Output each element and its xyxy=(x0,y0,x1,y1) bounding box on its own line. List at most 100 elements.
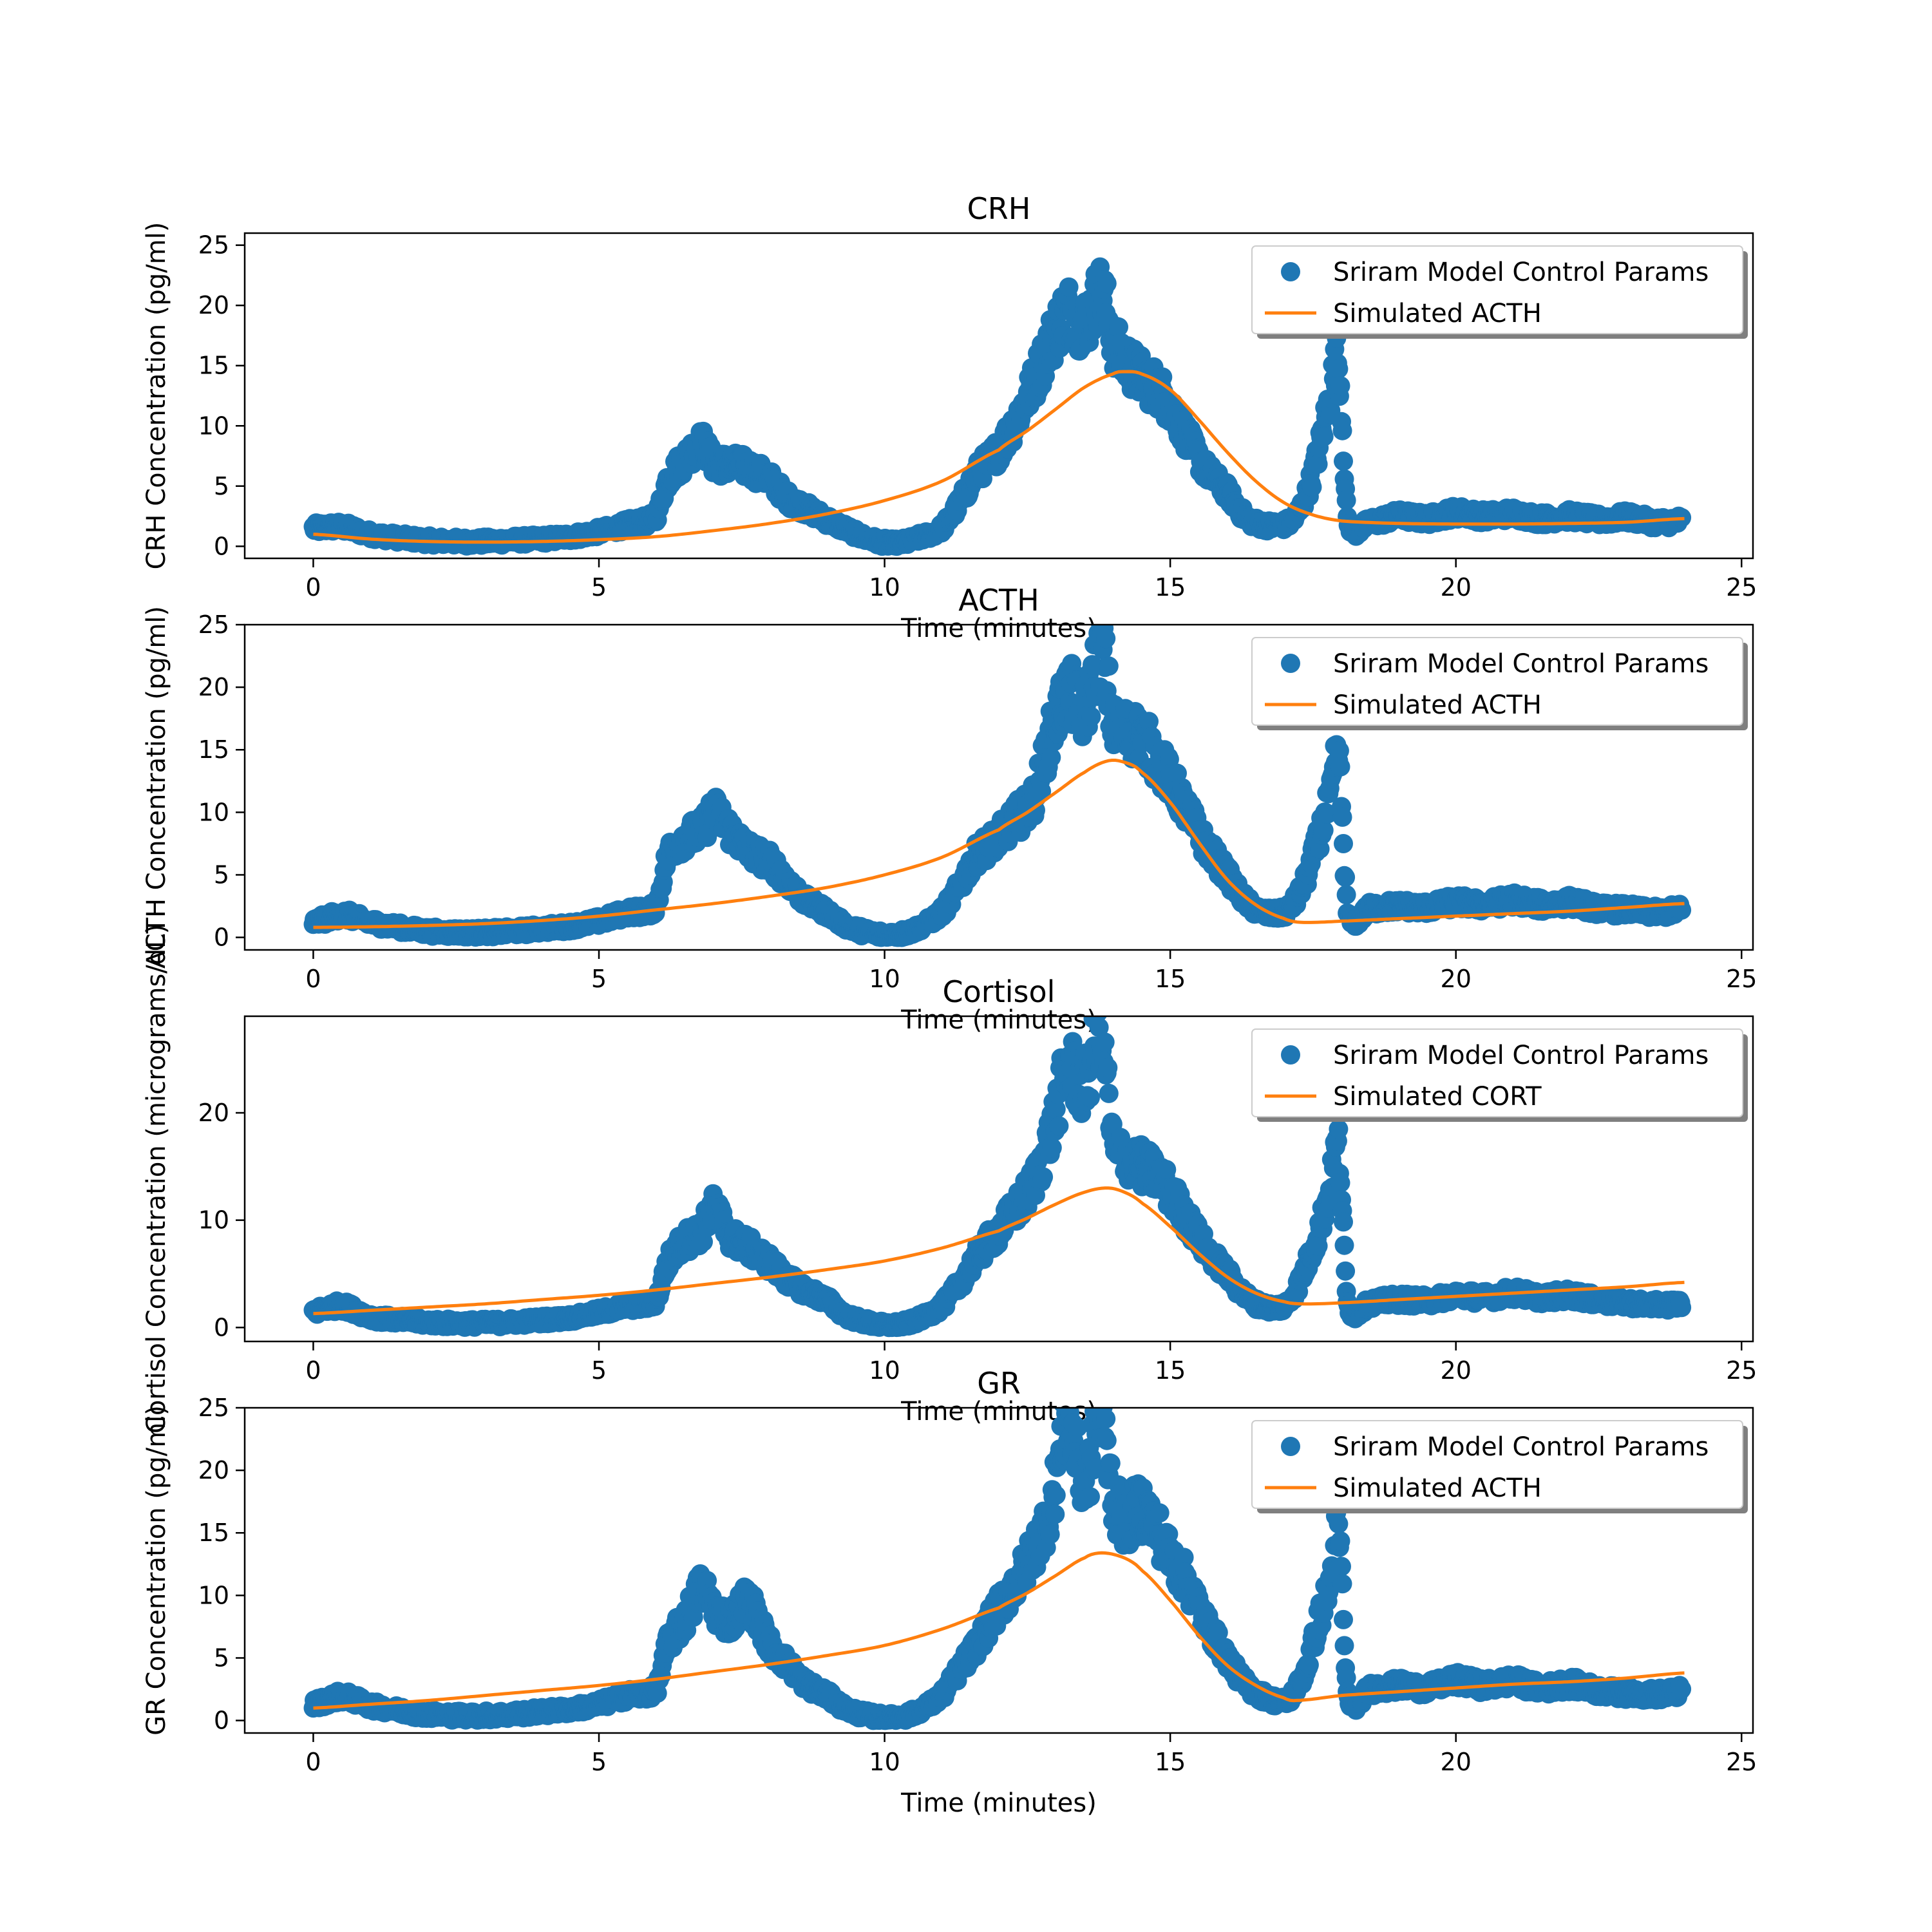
scatter-point xyxy=(1334,1212,1353,1232)
scatter-point xyxy=(1332,421,1352,440)
y-tick-label: 0 xyxy=(214,532,229,560)
y-tick-label: 0 xyxy=(214,923,229,952)
y-tick-label: 20 xyxy=(198,291,229,319)
x-tick-label: 5 xyxy=(591,965,607,993)
y-tick-label: 20 xyxy=(198,673,229,701)
scatter-point xyxy=(1049,1116,1069,1136)
scatter-point xyxy=(1099,656,1119,676)
legend: Sriram Model Control Params Simulated ACT… xyxy=(1251,245,1748,339)
x-tick-label: 15 xyxy=(1155,965,1186,993)
legend: Sriram Model Control Params Simulated COR… xyxy=(1251,1028,1748,1122)
scatter-point xyxy=(1331,757,1350,777)
legend-label: Sriram Model Control Params xyxy=(1333,649,1709,679)
scatter-point xyxy=(1331,376,1350,396)
legend-label: Sriram Model Control Params xyxy=(1333,258,1709,287)
x-tick-label: 25 xyxy=(1726,573,1757,601)
axes-frame xyxy=(243,623,1754,951)
scatter-point xyxy=(694,1232,713,1252)
scatter-point xyxy=(1139,712,1159,732)
x-tick-label: 10 xyxy=(869,965,900,993)
scatter-point xyxy=(1157,1160,1177,1180)
scatter-point xyxy=(1336,1261,1356,1281)
scatter-point xyxy=(1329,359,1349,379)
legend-label: Simulated CORT xyxy=(1333,1082,1542,1112)
scatter-point xyxy=(1334,451,1353,471)
scatter-point xyxy=(1059,277,1079,297)
scatter-point xyxy=(1041,748,1061,768)
x-axis-label: Time (minutes) xyxy=(900,1005,1097,1035)
scatter-point xyxy=(1097,274,1117,294)
y-tick-label: 5 xyxy=(214,860,229,889)
scatter-point xyxy=(1314,426,1334,446)
scatter-series xyxy=(303,625,1692,947)
legend-marker-scatter xyxy=(1281,262,1300,281)
scatter-point xyxy=(1336,885,1356,905)
y-tick-label: 5 xyxy=(214,472,229,500)
x-tick-label: 25 xyxy=(1726,965,1757,993)
legend-label: Simulated ACTH xyxy=(1333,299,1542,328)
x-tick-label: 25 xyxy=(1726,1356,1757,1385)
scatter-point xyxy=(1098,1057,1118,1077)
y-tick-label: 15 xyxy=(198,352,229,380)
y-tick-label: 0 xyxy=(214,1313,229,1341)
scatter-point xyxy=(1159,750,1179,769)
legend-box xyxy=(1251,245,1743,334)
axes-frame xyxy=(243,232,1754,560)
panel-title: Cortisol xyxy=(943,974,1056,1009)
x-tick-label: 5 xyxy=(591,1356,607,1385)
y-axis-label: Cortisol Concentration (micrograms/dL) xyxy=(142,924,171,1434)
x-tick-label: 0 xyxy=(305,1356,321,1385)
scatter-point xyxy=(1329,741,1349,761)
x-tick-label: 20 xyxy=(1441,1356,1472,1385)
scatter-point xyxy=(1089,1018,1109,1037)
scatter-point xyxy=(1308,454,1328,474)
scatter-point xyxy=(1336,490,1356,510)
scatter-series xyxy=(303,257,1692,556)
y-tick-label: 25 xyxy=(198,231,229,260)
panel-acth: ACTH 0 5 10 15 20 25 0 5 10 15 20 25 Time (minutes) AC… xyxy=(142,583,1757,1035)
scatter-point xyxy=(1099,1083,1119,1103)
x-tick-label: 15 xyxy=(1155,1356,1186,1385)
scatter-point xyxy=(1672,1298,1692,1318)
scatter-point xyxy=(1331,1173,1350,1193)
scatter-point xyxy=(1329,1119,1349,1139)
y-tick-label: 20 xyxy=(198,1099,229,1127)
scatter-point xyxy=(1046,1099,1066,1119)
scatter-point xyxy=(1314,820,1334,840)
y-tick-label: 25 xyxy=(198,611,229,639)
panel-title: ACTH xyxy=(958,583,1039,618)
panel-title: CRH xyxy=(967,191,1031,226)
x-tick-label: 5 xyxy=(591,573,607,601)
legend-label: Simulated ACTH xyxy=(1333,690,1542,720)
legend-box xyxy=(1251,1028,1743,1117)
y-axis-label: CRH Concentration (pg/ml) xyxy=(142,222,171,570)
y-axis-label: ACTH Concentration (pg/ml) xyxy=(142,606,171,969)
y-tick-label: 10 xyxy=(198,412,229,440)
line-series xyxy=(313,1186,1685,1316)
x-tick-label: 0 xyxy=(305,965,321,993)
scatter-point xyxy=(1034,1167,1054,1187)
y-tick-label: 10 xyxy=(198,1206,229,1235)
y-tick-label: 15 xyxy=(198,735,229,764)
legend-marker-scatter xyxy=(1281,654,1300,673)
scatter-point xyxy=(1032,781,1052,801)
scatter-point xyxy=(1081,706,1101,726)
scatter-point xyxy=(1308,1236,1328,1256)
panel-cortisol: Cortisol 0 5 10 15 20 25 0 10 20 Time (minutes) Cor… xyxy=(142,924,1757,1434)
scatter-point xyxy=(1109,317,1128,337)
x-tick-label: 20 xyxy=(1441,965,1472,993)
legend-label: Sriram Model Control Params xyxy=(1333,1041,1709,1070)
x-tick-label: 10 xyxy=(869,573,900,601)
x-tick-label: 0 xyxy=(305,573,321,601)
x-tick-label: 20 xyxy=(1441,573,1472,601)
y-tick-label: 10 xyxy=(198,798,229,826)
scatter-point xyxy=(1334,834,1353,853)
scatter-point xyxy=(1302,477,1322,497)
scatter-point xyxy=(1096,629,1116,649)
scatter-point xyxy=(1042,1138,1062,1158)
scatter-point xyxy=(1081,1088,1100,1108)
line-series xyxy=(313,370,1685,544)
